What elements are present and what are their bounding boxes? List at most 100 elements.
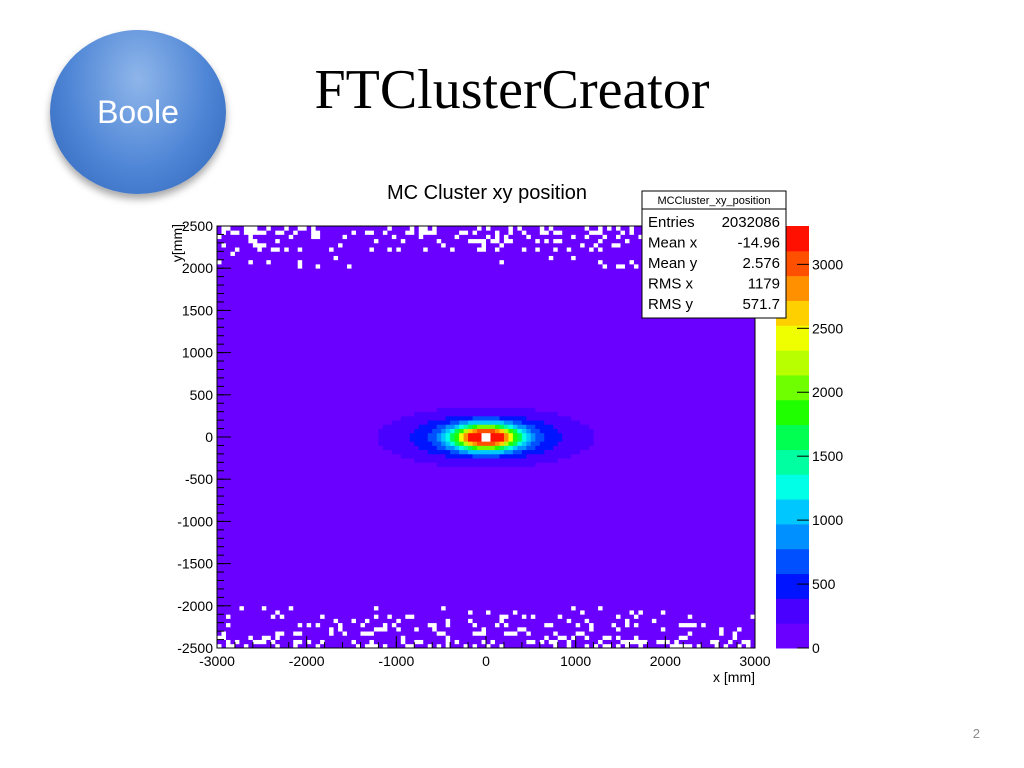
heatmap-cell (553, 542, 559, 548)
heatmap-cell (360, 631, 366, 636)
heatmap-cell (230, 601, 236, 607)
heatmap-cell (575, 618, 581, 624)
heatmap-cell (701, 576, 707, 581)
heatmap-cell (499, 500, 505, 505)
heatmap-cell (508, 605, 514, 611)
heatmap-cell (651, 597, 657, 602)
heatmap-cell (607, 614, 612, 619)
heatmap-cell (288, 639, 294, 645)
heatmap-cell (647, 605, 653, 611)
heatmap-cell (261, 534, 267, 539)
heatmap-cell (221, 631, 227, 636)
heatmap-cell (548, 593, 554, 598)
heatmap-cell (589, 529, 594, 535)
heatmap-cell (660, 605, 666, 611)
heatmap-cell (687, 563, 693, 569)
heatmap-cell (705, 567, 711, 573)
heatmap-cell (669, 614, 675, 619)
heatmap-cell (696, 534, 702, 539)
heatmap-cell (656, 588, 662, 594)
heatmap-cell (302, 605, 308, 611)
heatmap-cell (723, 500, 729, 505)
heatmap-cell (607, 542, 612, 548)
heatmap-cell (302, 517, 308, 522)
heatmap-cell (279, 643, 285, 649)
heatmap-cell (360, 626, 366, 632)
heatmap-cell (638, 534, 644, 539)
heatmap-cell (714, 479, 720, 484)
heatmap-cell (347, 572, 352, 577)
heatmap-cell (539, 626, 545, 632)
heatmap-cell (472, 572, 478, 577)
heatmap-cell (705, 635, 711, 640)
heatmap-cell (642, 622, 648, 628)
heatmap-cell (441, 525, 447, 531)
heatmap-cell (687, 626, 693, 632)
heatmap-cell (719, 567, 725, 573)
heatmap-cell (409, 631, 415, 636)
heatmap-cell (405, 521, 411, 527)
heatmap-cell (311, 483, 317, 489)
heatmap-cell (598, 567, 603, 573)
heatmap-cell (225, 500, 231, 505)
heatmap-cell (486, 618, 491, 624)
heatmap-cell (593, 487, 599, 493)
heatmap-cell (638, 588, 644, 594)
heatmap-cell (409, 550, 415, 556)
heatmap-cell (746, 576, 751, 581)
heatmap-cell (486, 610, 491, 615)
heatmap-cell (584, 542, 590, 548)
heatmap-cell (396, 508, 402, 514)
heatmap-cell (584, 563, 590, 569)
heatmap-cell (306, 593, 312, 598)
heatmap-cell (432, 588, 438, 594)
heatmap-cell (445, 525, 451, 531)
heatmap-cell (315, 525, 321, 531)
heatmap-cell (320, 563, 325, 569)
heatmap-cell (486, 593, 491, 598)
heatmap-cell (364, 483, 370, 489)
heatmap-cell (387, 479, 393, 484)
heatmap-cell (750, 479, 756, 484)
heatmap-cell (306, 601, 312, 607)
heatmap-cell (391, 517, 397, 522)
heatmap-cell (616, 584, 621, 590)
heatmap-cell (351, 631, 357, 636)
heatmap-cell (620, 626, 626, 632)
heatmap-cell (575, 500, 581, 505)
heatmap-cell (217, 563, 222, 569)
heatmap-cell (732, 580, 738, 586)
heatmap-cell (728, 567, 733, 573)
heatmap-cell (454, 491, 460, 497)
heatmap-cell (261, 614, 267, 619)
heatmap-cell (598, 496, 603, 501)
heatmap-cell (364, 618, 370, 624)
heatmap-cell (503, 525, 509, 531)
heatmap-cell (338, 588, 343, 594)
heatmap-cell (400, 593, 406, 598)
heatmap-cell (633, 580, 639, 586)
heatmap-cell (230, 597, 236, 602)
heatmap-cell (423, 601, 429, 607)
heatmap-cell (674, 559, 680, 564)
heatmap-cell (494, 635, 500, 640)
heatmap-cell (311, 610, 317, 615)
heatmap-cell (266, 588, 272, 594)
heatmap-cell (230, 521, 236, 527)
heatmap-cell (279, 529, 285, 535)
heatmap-cell (562, 622, 568, 628)
heatmap-cell (571, 597, 577, 602)
heatmap-cell (248, 555, 254, 560)
heatmap-cell (580, 563, 586, 569)
heatmap-cell (468, 584, 473, 590)
heatmap-cell (378, 563, 384, 569)
heatmap-cell (243, 525, 249, 531)
heatmap-cell (741, 635, 747, 640)
heatmap-cell (481, 542, 487, 548)
heatmap-cell (445, 491, 451, 497)
heatmap-cell (355, 479, 361, 484)
heatmap-cell (669, 601, 675, 607)
heatmap-cell (508, 538, 514, 543)
heatmap-cell (369, 635, 375, 640)
heatmap-cell (486, 500, 491, 505)
